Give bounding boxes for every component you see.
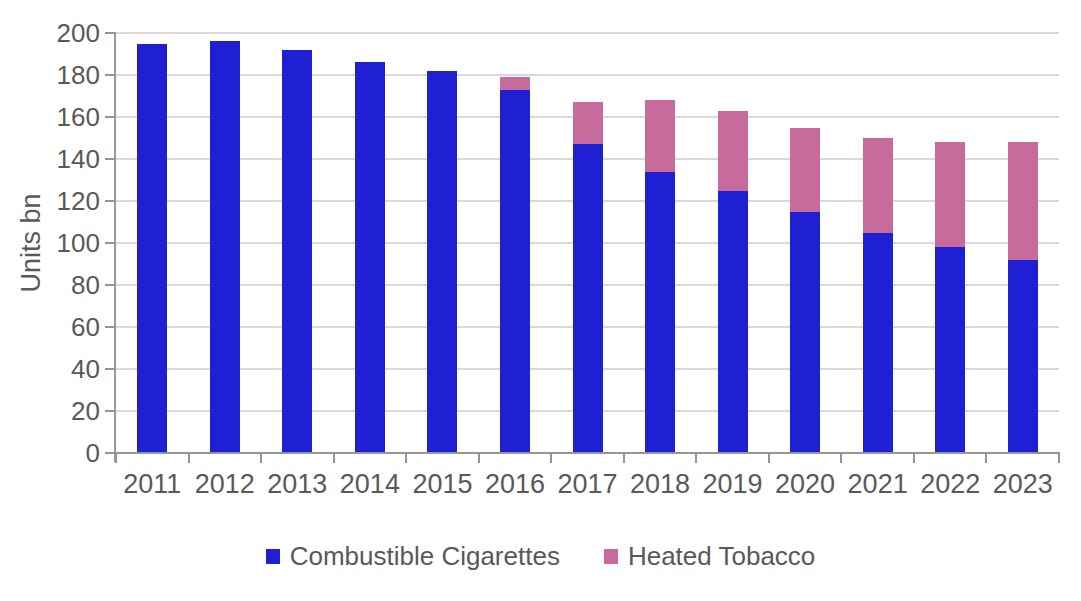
legend-item-combustible-cigarettes: Combustible Cigarettes (266, 541, 560, 571)
x-tick-label-2019: 2019 (693, 469, 773, 499)
y-tick-label-60: 60 (30, 313, 100, 341)
x-axis-tick-12 (985, 452, 987, 463)
bar-2020-heated-tobacco (790, 128, 820, 212)
stacked-bar-chart: Units bn Combustible CigarettesHeated To… (0, 0, 1081, 601)
x-axis-tick-6 (550, 452, 552, 463)
bar-2012-combustible-cigarettes (210, 41, 240, 453)
y-axis-tick-100 (105, 242, 115, 244)
bar-2021-combustible-cigarettes (863, 233, 893, 454)
x-axis-tick-8 (695, 452, 697, 463)
bar-2014-combustible-cigarettes (355, 62, 385, 453)
x-axis-tick-3 (333, 452, 335, 463)
bar-2017-combustible-cigarettes (573, 144, 603, 453)
y-axis-tick-120 (105, 200, 115, 202)
x-axis-tick-9 (768, 452, 770, 463)
gridline-180 (116, 74, 1059, 76)
bar-2017-heated-tobacco (573, 102, 603, 144)
x-axis-tick-0 (115, 452, 117, 463)
x-tick-label-2012: 2012 (185, 469, 265, 499)
bar-2013-combustible-cigarettes (282, 50, 312, 453)
x-axis-line (114, 452, 1060, 454)
x-axis-tick-1 (188, 452, 190, 463)
legend-item-heated-tobacco: Heated Tobacco (604, 541, 815, 571)
bar-2019-combustible-cigarettes (718, 191, 748, 454)
x-tick-label-2021: 2021 (838, 469, 918, 499)
y-tick-label-100: 100 (30, 229, 100, 257)
bar-2016-heated-tobacco (500, 77, 530, 90)
x-axis-tick-5 (478, 452, 480, 463)
y-axis-tick-40 (105, 368, 115, 370)
bar-2023-heated-tobacco (1008, 142, 1038, 260)
x-tick-label-2013: 2013 (257, 469, 337, 499)
x-tick-label-2020: 2020 (765, 469, 845, 499)
y-tick-label-200: 200 (30, 19, 100, 47)
bar-2022-combustible-cigarettes (935, 247, 965, 453)
x-tick-label-2011: 2011 (112, 469, 192, 499)
y-axis-tick-160 (105, 116, 115, 118)
bar-2022-heated-tobacco (935, 142, 965, 247)
y-axis-tick-20 (105, 410, 115, 412)
legend: Combustible Cigarettes Heated Tobacco (0, 541, 1081, 571)
bar-2015-combustible-cigarettes (427, 71, 457, 453)
x-tick-label-2015: 2015 (402, 469, 482, 499)
y-axis-tick-80 (105, 284, 115, 286)
x-tick-label-2014: 2014 (330, 469, 410, 499)
x-axis-tick-13 (1058, 452, 1060, 463)
gridline-200 (116, 32, 1059, 34)
x-axis-tick-2 (260, 452, 262, 463)
bar-2020-combustible-cigarettes (790, 212, 820, 454)
x-tick-label-2016: 2016 (475, 469, 555, 499)
bar-2016-combustible-cigarettes (500, 90, 530, 453)
y-axis-tick-0 (105, 452, 115, 454)
y-tick-label-180: 180 (30, 61, 100, 89)
bar-2018-heated-tobacco (645, 100, 675, 171)
y-axis-tick-200 (105, 32, 115, 34)
x-axis-tick-10 (840, 452, 842, 463)
x-tick-label-2023: 2023 (983, 469, 1063, 499)
y-tick-label-0: 0 (30, 439, 100, 467)
y-axis-tick-60 (105, 326, 115, 328)
y-axis-tick-180 (105, 74, 115, 76)
legend-label: Combustible Cigarettes (290, 541, 560, 571)
legend-swatch-icon (604, 549, 618, 564)
x-tick-label-2017: 2017 (548, 469, 628, 499)
y-axis-line (114, 32, 116, 462)
y-tick-label-40: 40 (30, 355, 100, 383)
y-tick-label-120: 120 (30, 187, 100, 215)
x-tick-label-2018: 2018 (620, 469, 700, 499)
x-axis-tick-4 (405, 452, 407, 463)
y-tick-label-80: 80 (30, 271, 100, 299)
legend-label: Heated Tobacco (628, 541, 815, 571)
y-tick-label-160: 160 (30, 103, 100, 131)
x-axis-tick-7 (623, 452, 625, 463)
x-axis-tick-11 (913, 452, 915, 463)
bar-2011-combustible-cigarettes (137, 44, 167, 454)
y-tick-label-20: 20 (30, 397, 100, 425)
x-tick-label-2022: 2022 (910, 469, 990, 499)
bar-2018-combustible-cigarettes (645, 172, 675, 453)
y-tick-label-140: 140 (30, 145, 100, 173)
legend-swatch-icon (266, 549, 280, 564)
y-axis-tick-140 (105, 158, 115, 160)
plot-area (116, 33, 1059, 453)
bar-2019-heated-tobacco (718, 111, 748, 191)
bar-2023-combustible-cigarettes (1008, 260, 1038, 453)
bar-2021-heated-tobacco (863, 138, 893, 233)
